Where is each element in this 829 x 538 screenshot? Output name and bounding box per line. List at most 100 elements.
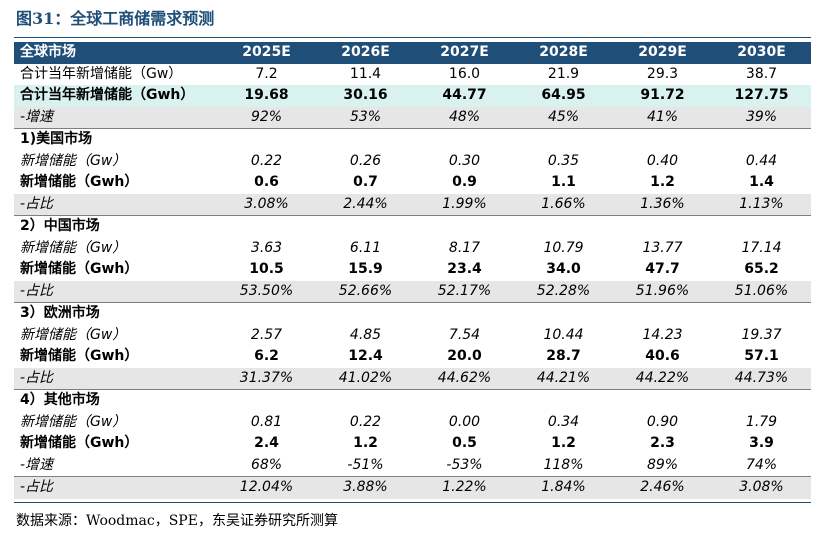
table-cell: 44.73% bbox=[712, 367, 811, 390]
table-cell: 13.77 bbox=[642, 239, 683, 256]
table-cell: 39% bbox=[712, 106, 811, 129]
table-cell: 10.5 bbox=[249, 261, 284, 277]
row-label: -占比 bbox=[14, 367, 217, 390]
table-row: -占比 53.50% 52.66% 52.17% 52.28% 51.96% 51.06% bbox=[14, 280, 811, 303]
table-row: -占比 31.37% 41.02% 44.62% 44.21% 44.22% 44.73% bbox=[14, 367, 811, 390]
row-label: 新增储能（Gwh） bbox=[20, 435, 139, 451]
table-cell: 2.57 bbox=[250, 326, 283, 343]
table-cell: 1.1 bbox=[551, 174, 576, 190]
table-cell: 41.02% bbox=[316, 367, 415, 390]
table-cell: 53.50% bbox=[217, 280, 316, 303]
table-cell: 1.2 bbox=[551, 435, 576, 451]
header-label: 全球市场 bbox=[14, 42, 217, 64]
table-cell: 2.4 bbox=[254, 435, 279, 451]
table-cell: 74% bbox=[712, 454, 811, 477]
table-cell: 47.7 bbox=[645, 261, 680, 277]
table-cell bbox=[613, 303, 712, 325]
table-cell: 1.2 bbox=[650, 174, 675, 190]
header-year: 2030E bbox=[712, 42, 811, 64]
table-cell bbox=[316, 390, 415, 412]
table-cell bbox=[514, 129, 613, 151]
table-cell: 30.16 bbox=[316, 85, 415, 107]
table-cell: 3.88% bbox=[316, 476, 415, 499]
table-cell bbox=[316, 216, 415, 238]
table-cell: 40.6 bbox=[645, 348, 680, 364]
table-cell: 127.75 bbox=[712, 85, 811, 107]
row-label: -增速 bbox=[14, 454, 217, 477]
table-cell: 51.06% bbox=[712, 280, 811, 303]
table-cell: 91.72 bbox=[613, 85, 712, 107]
title-rule bbox=[14, 37, 811, 38]
figure-title: 图31：全球工商储需求预测 bbox=[16, 9, 215, 28]
table-cell: 2.44% bbox=[316, 193, 415, 216]
forecast-table: 全球市场 2025E 2026E 2027E 2028E 2029E 2030E… bbox=[14, 42, 811, 499]
table-cell: 3.63 bbox=[250, 239, 283, 256]
table-cell: 45% bbox=[514, 106, 613, 129]
header-year: 2028E bbox=[514, 42, 613, 64]
table-cell: 34.0 bbox=[546, 261, 581, 277]
table-cell: 19.68 bbox=[217, 85, 316, 107]
table-cell: 0.22 bbox=[349, 413, 382, 430]
table-cell: 0.90 bbox=[646, 413, 679, 430]
table-row: 新增储能（Gwh） 10.5 15.9 23.4 34.0 47.7 65.2 bbox=[14, 259, 811, 281]
table-cell: 0.81 bbox=[250, 413, 283, 430]
header-year: 2029E bbox=[613, 42, 712, 64]
table-cell: 1.79 bbox=[745, 413, 778, 430]
row-label: 2）中国市场 bbox=[20, 218, 100, 234]
table-row: 新增储能（Gwh） 0.6 0.7 0.9 1.1 1.2 1.4 bbox=[14, 172, 811, 194]
table-cell: 0.9 bbox=[452, 174, 477, 190]
table-row: 新增储能（Gw） 0.22 0.26 0.30 0.35 0.40 0.44 bbox=[14, 151, 811, 173]
table-cell bbox=[514, 216, 613, 238]
table-cell: 3.08% bbox=[217, 193, 316, 216]
table-row: 新增储能（Gw） 2.57 4.85 7.54 10.44 14.23 19.37 bbox=[14, 325, 811, 347]
table-cell: 1.13% bbox=[712, 193, 811, 216]
table-cell bbox=[217, 216, 316, 238]
bottom-rule bbox=[14, 502, 811, 503]
table-cell: 3.9 bbox=[749, 435, 774, 451]
table-cell: 16.0 bbox=[448, 65, 481, 82]
table-cell: 64.95 bbox=[514, 85, 613, 107]
table-cell bbox=[217, 390, 316, 412]
table-cell: 0.40 bbox=[646, 152, 679, 169]
table-row: 新增储能（Gw） 3.63 6.11 8.17 10.79 13.77 17.14 bbox=[14, 238, 811, 260]
table-row: 3）欧洲市场 bbox=[14, 303, 811, 325]
table-cell: -53% bbox=[415, 454, 514, 477]
table-cell: 0.6 bbox=[254, 174, 279, 190]
table-cell: 10.44 bbox=[543, 326, 584, 343]
table-cell: 65.2 bbox=[744, 261, 779, 277]
table-cell: 53% bbox=[316, 106, 415, 129]
table-cell: 21.9 bbox=[547, 65, 580, 82]
table-row: 2）中国市场 bbox=[14, 216, 811, 238]
table-cell: 0.26 bbox=[349, 152, 382, 169]
table-cell: 48% bbox=[415, 106, 514, 129]
table-row: 新增储能（Gw） 0.81 0.22 0.00 0.34 0.90 1.79 bbox=[14, 412, 811, 434]
table-cell: 19.37 bbox=[741, 326, 782, 343]
row-label: -占比 bbox=[14, 280, 217, 303]
row-label: -占比 bbox=[14, 476, 217, 499]
table-cell bbox=[415, 129, 514, 151]
table-cell: 44.22% bbox=[613, 367, 712, 390]
table-cell: 1.66% bbox=[514, 193, 613, 216]
table-row: 4）其他市场 bbox=[14, 390, 811, 412]
table-cell: 0.34 bbox=[547, 413, 580, 430]
row-label: 新增储能（Gw） bbox=[20, 413, 127, 430]
table-cell: 38.7 bbox=[745, 65, 778, 82]
row-label: 新增储能（Gwh） bbox=[20, 348, 139, 364]
table-cell: 1.2 bbox=[353, 435, 378, 451]
table-cell: 52.17% bbox=[415, 280, 514, 303]
table-cell bbox=[712, 303, 811, 325]
table-cell: 3.08% bbox=[712, 476, 811, 499]
table-cell: 20.0 bbox=[447, 348, 482, 364]
table-cell: 7.2 bbox=[255, 65, 278, 82]
table-cell: 41% bbox=[613, 106, 712, 129]
table-cell: 12.4 bbox=[348, 348, 383, 364]
table-cell: 11.4 bbox=[349, 65, 382, 82]
table-header-row: 全球市场 2025E 2026E 2027E 2028E 2029E 2030E bbox=[14, 42, 811, 64]
table-cell: 0.30 bbox=[448, 152, 481, 169]
table-row: -占比 12.04% 3.88% 1.22% 1.84% 2.46% 3.08% bbox=[14, 476, 811, 499]
table-cell: 0.44 bbox=[745, 152, 778, 169]
table-cell: 1.4 bbox=[749, 174, 774, 190]
table-cell bbox=[712, 129, 811, 151]
table-cell bbox=[415, 216, 514, 238]
table-row: 合计当年新增储能（Gwh） 19.68 30.16 44.77 64.95 91.72 12… bbox=[14, 85, 811, 107]
